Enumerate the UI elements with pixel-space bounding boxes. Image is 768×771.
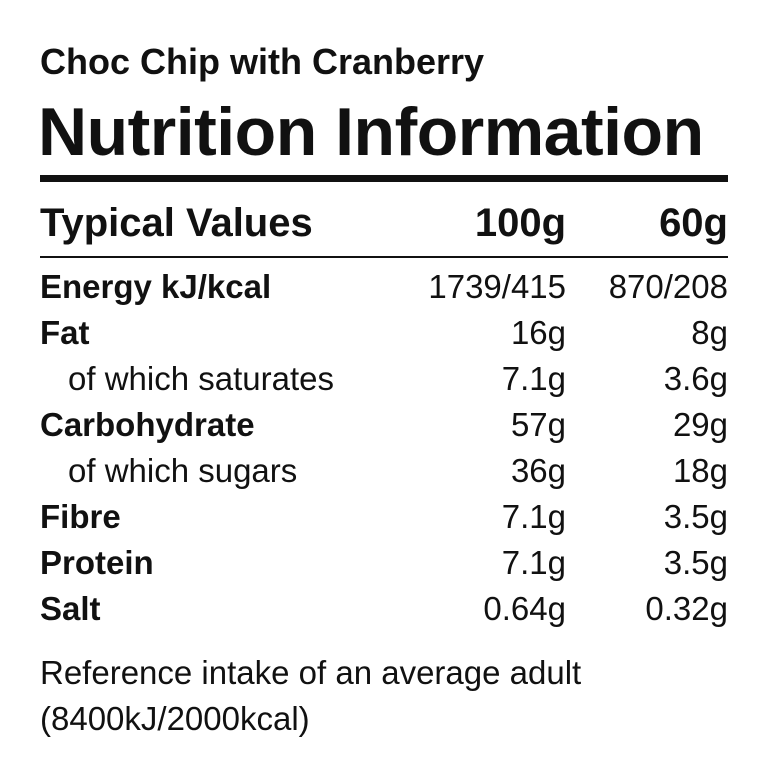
footer-line: (8400kJ/2000kcal) (40, 700, 310, 737)
table-row: Protein 7.1g 3.5g (40, 540, 728, 586)
table-row: Energy kJ/kcal 1739/415 870/208 (40, 264, 728, 310)
header-cell: 60g (659, 201, 728, 245)
cell: 29g (672, 406, 728, 443)
heading: Nutrition Information (38, 94, 704, 170)
footer-line: Reference intake of an average adult (40, 654, 582, 691)
cell: 57g (510, 406, 566, 443)
cell: 18g (672, 452, 728, 489)
cell: 1739/415 (428, 268, 566, 305)
cell: of which saturates (68, 360, 334, 397)
cell: 8g (691, 314, 728, 351)
cell: 16g (510, 314, 566, 351)
cell: of which sugars (68, 452, 298, 489)
cell: Fibre (40, 498, 121, 535)
table-row: Salt 0.64g 0.32g (40, 586, 728, 632)
cell: 7.1g (501, 544, 566, 581)
cell: 3.5g (663, 544, 728, 581)
cell: 7.1g (501, 360, 566, 397)
thick-rule (40, 175, 728, 182)
table-row: Fibre 7.1g 3.5g (40, 494, 728, 540)
header-cell: Typical Values (40, 201, 313, 245)
cell: 36g (510, 452, 566, 489)
cell: 7.1g (501, 498, 566, 535)
table-row: Carbohydrate 57g 29g (40, 402, 728, 448)
cell: 3.6g (663, 360, 728, 397)
cell: 0.32g (645, 590, 728, 627)
cell: Protein (40, 544, 154, 581)
cell: Salt (40, 590, 101, 627)
table-row: of which sugars 36g 18g (40, 448, 728, 494)
cell: Carbohydrate (40, 406, 255, 443)
table-row: of which saturates 7.1g 3.6g (40, 356, 728, 402)
thin-rule (40, 256, 728, 258)
cell: Energy kJ/kcal (40, 268, 272, 305)
cell: 0.64g (483, 590, 566, 627)
header-cell: 100g (474, 201, 566, 245)
cell: 870/208 (608, 268, 728, 305)
cell: Fat (40, 314, 90, 351)
product-title: Choc Chip with Cranberry (40, 41, 485, 82)
header-row: Typical Values 100g 60g (40, 199, 728, 245)
cell: 3.5g (663, 498, 728, 535)
table-row: Fat 16g 8g (40, 310, 728, 356)
